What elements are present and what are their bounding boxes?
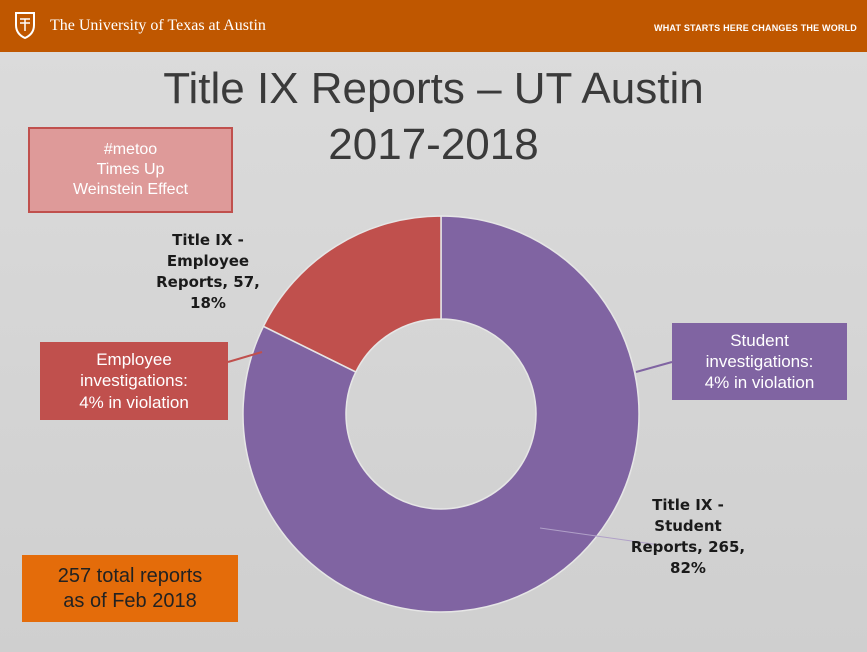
annotation: investigations: <box>80 371 188 391</box>
annotation: Student <box>730 330 789 350</box>
annotation: Weinstein Effect <box>72 181 189 198</box>
tagline: WHAT STARTS HERE CHANGES THE WORLD <box>654 23 857 33</box>
annotation: #metoo <box>103 141 158 158</box>
title: Title IX Reports – UT Austin <box>163 64 704 113</box>
annotation: 257 total reports <box>57 564 203 587</box>
annotation: 4% in violation <box>79 392 189 412</box>
leader-line <box>539 527 661 546</box>
annotation: Employee <box>96 350 172 370</box>
title: 2017-2018 <box>328 120 539 169</box>
donut-slice <box>242 215 640 613</box>
donut-slice <box>262 215 442 373</box>
annotation-box: #metoo Times Up Weinstein Effect <box>28 127 233 213</box>
annotation: as of Feb 2018 <box>63 589 197 612</box>
institution: The University of Texas at Austin <box>50 17 266 34</box>
data-label: Title IX - Employee Reports, 57, 18% <box>156 231 260 312</box>
leader-line <box>635 361 673 373</box>
annotation-box: 257 total reports as of Feb 2018 <box>22 555 238 622</box>
data-label: Title IX - Student Reports, 265, 82% <box>630 496 746 577</box>
annotation: Times Up <box>96 161 165 178</box>
annotation-box: Employee investigations: 4% in violation <box>40 342 228 420</box>
annotation-box: Student investigations: 4% in violation <box>672 323 847 400</box>
annotation: 4% in violation <box>704 373 815 393</box>
header-bar: The University of Texas at Austin WHAT S… <box>0 0 867 52</box>
leader-line <box>227 351 263 363</box>
logo <box>15 12 35 39</box>
annotation: investigations: <box>705 351 814 371</box>
